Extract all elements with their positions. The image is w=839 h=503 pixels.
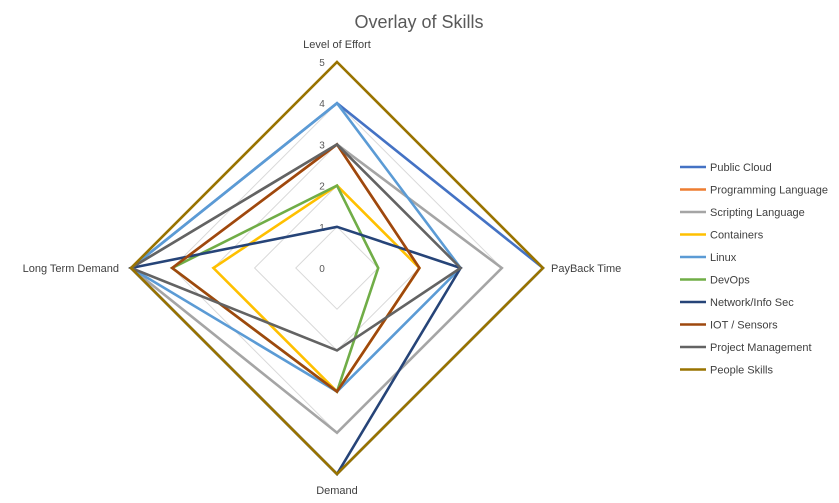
series-line: [128, 142, 463, 352]
chart-title: Overlay of Skills: [354, 12, 483, 32]
legend-label: People Skills: [710, 365, 773, 377]
grid-ring: [253, 184, 421, 352]
tick-label: 4: [319, 99, 325, 110]
grid-ring: [171, 102, 503, 434]
grid-ring: [295, 226, 379, 310]
legend-label: Programming Language: [710, 185, 828, 197]
axis-label: Demand: [316, 485, 358, 497]
grid-ring: [130, 61, 544, 475]
legend-label: Containers: [710, 230, 764, 242]
legend-label: IOT / Sensors: [710, 320, 778, 332]
tick-label: 2: [319, 182, 325, 193]
series-line: [129, 60, 545, 476]
axis-label: Level of Effort: [303, 39, 371, 51]
axis-label: Long Term Demand: [23, 263, 119, 275]
chart-legend: Public Cloud Programming Language Scriptin…: [680, 162, 828, 377]
axis-label: PayBack Time: [551, 263, 621, 275]
legend-label: DevOps: [710, 275, 750, 287]
legend-label: Network/Info Sec: [710, 297, 794, 309]
tick-label: 0: [319, 264, 325, 275]
tick-label: 5: [319, 58, 325, 69]
radar-grid: [130, 61, 544, 475]
radar-axis-labels: Level of Effort PayBack Time Demand Long Te…: [23, 39, 622, 497]
tick-label: 3: [319, 140, 325, 151]
series-line: [170, 142, 421, 394]
legend-label: Project Management: [710, 342, 812, 354]
tick-label: 1: [319, 223, 325, 234]
legend-label: Public Cloud: [710, 162, 772, 174]
legend-label: Linux: [710, 252, 737, 264]
radar-tick-labels: 0 1 2 3 4 5: [319, 58, 325, 275]
grid-ring: [212, 143, 462, 393]
radar-series: [128, 60, 545, 477]
legend-label: Scripting Language: [710, 207, 805, 219]
